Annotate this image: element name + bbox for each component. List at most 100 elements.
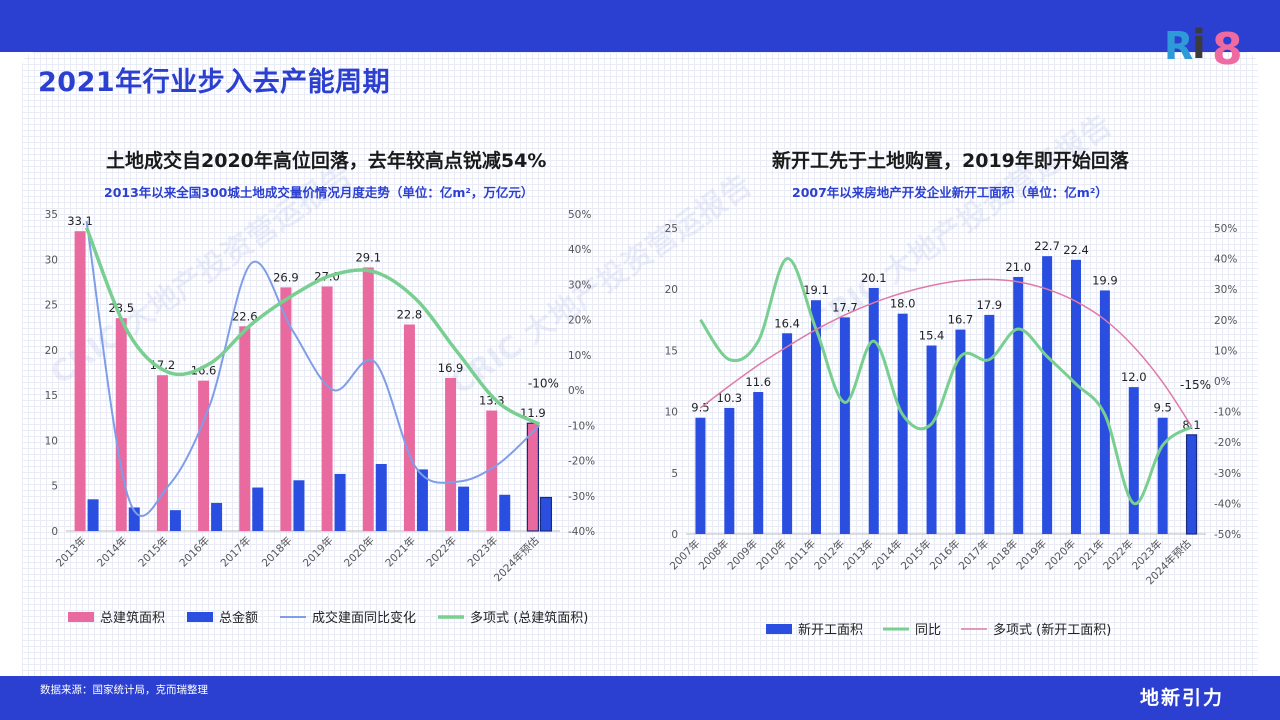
data-label: 17.2 bbox=[150, 358, 176, 372]
bar-总建筑面积 bbox=[403, 324, 415, 531]
y-right-tick-label: 20% bbox=[1214, 315, 1237, 327]
bar-总建筑面积 bbox=[362, 267, 374, 531]
y-right-tick-label: 50% bbox=[1214, 223, 1237, 235]
bar-总建筑面积 bbox=[526, 422, 540, 532]
data-label: 9.5 bbox=[1154, 401, 1172, 415]
data-label: 18.0 bbox=[890, 297, 916, 311]
series-多项式 (总建筑面积) bbox=[84, 226, 541, 426]
bar-总金额 bbox=[539, 496, 553, 532]
legend-swatch bbox=[187, 612, 213, 622]
x-tick-label: 2014年 bbox=[94, 534, 130, 570]
legend-swatch bbox=[68, 612, 94, 622]
y-right-tick-label: 40% bbox=[568, 244, 591, 256]
legend-label: 新开工面积 bbox=[798, 622, 863, 638]
bar-新开工面积 bbox=[724, 407, 735, 534]
y-right-tick-label: -30% bbox=[1214, 468, 1241, 480]
bar-总金额 bbox=[252, 487, 264, 531]
y-right-tick-label: 50% bbox=[568, 209, 591, 221]
y-right-tick-label: -10% bbox=[568, 420, 595, 432]
chart-1: 0 5 10 15 20 25 30 35 -40% -30% -20% -10% 0% 10% 20% 30… bbox=[45, 209, 596, 626]
line-annotation: -15% bbox=[1180, 378, 1211, 392]
x-tick-label: 2020年 bbox=[341, 534, 377, 570]
bar-总建筑面积 bbox=[321, 286, 333, 531]
y-right-tick-label: -30% bbox=[568, 491, 595, 503]
y-left-tick-label: 0 bbox=[51, 526, 58, 538]
bottom-band bbox=[0, 676, 1280, 720]
bar-总金额 bbox=[169, 510, 181, 531]
bar-新开工面积 bbox=[1128, 387, 1139, 534]
bar-新开工面积 bbox=[1071, 259, 1081, 534]
bar-总金额 bbox=[211, 502, 223, 531]
y-left-tick-label: 15 bbox=[45, 390, 58, 402]
x-tick-label: 2013年 bbox=[53, 534, 89, 570]
chart-2-subtitle: 2007年以来房地产开发企业新开工面积（单位：亿m²） bbox=[792, 185, 1108, 200]
bar-总建筑面积 bbox=[156, 375, 168, 531]
bar-新开工面积 bbox=[1042, 256, 1053, 534]
bar-总建筑面积 bbox=[74, 231, 86, 532]
series-成交建面同比变化 bbox=[85, 220, 541, 517]
legend-label: 总建筑面积 bbox=[100, 610, 165, 626]
data-label: 29.1 bbox=[355, 250, 381, 264]
x-tick-label: 2012年 bbox=[811, 537, 847, 573]
x-tick-label: 2013年 bbox=[840, 537, 876, 573]
bar-新开工面积 bbox=[897, 313, 908, 534]
data-label: 16.7 bbox=[948, 313, 974, 327]
y-right-tick-label: 10% bbox=[568, 350, 591, 362]
data-label: 11.6 bbox=[745, 375, 771, 389]
y-right-tick-label: -40% bbox=[1214, 498, 1241, 510]
x-tick-label: 2015年 bbox=[136, 534, 172, 570]
bar-总建筑面积 bbox=[445, 377, 457, 531]
data-label: 33.1 bbox=[67, 214, 93, 228]
legend-label: 成交建面同比变化 bbox=[312, 610, 416, 626]
legend-label: 多项式 (总建筑面积) bbox=[470, 610, 588, 626]
bar-总建筑面积 bbox=[198, 380, 210, 531]
y-right-tick-label: 10% bbox=[1214, 345, 1237, 357]
data-label: 20.1 bbox=[861, 271, 887, 285]
bar-总金额 bbox=[416, 469, 428, 531]
brand-mark: 地新引力 bbox=[1140, 687, 1225, 709]
data-label: 22.4 bbox=[1063, 243, 1089, 257]
bar-新开工面积 bbox=[984, 314, 995, 534]
y-right-tick-label: 0% bbox=[1214, 376, 1231, 388]
data-source: 数据来源：国家统计局，克而瑞整理 bbox=[40, 684, 208, 696]
x-tick-label: 2023年 bbox=[465, 534, 501, 570]
y-right-tick-label: 40% bbox=[1214, 254, 1237, 266]
data-label: 10.3 bbox=[717, 391, 743, 405]
bar-总建筑面积 bbox=[280, 287, 292, 531]
bar-新开工面积 bbox=[1157, 417, 1168, 534]
data-label: 19.9 bbox=[1092, 273, 1118, 287]
x-tick-label: 2015年 bbox=[898, 537, 934, 573]
bar-总金额 bbox=[334, 473, 346, 531]
x-tick-label: 2016年 bbox=[177, 534, 213, 570]
y-left-tick-label: 5 bbox=[671, 468, 678, 480]
x-tick-label: 2019年 bbox=[1014, 537, 1050, 573]
x-tick-label: 2017年 bbox=[956, 537, 992, 573]
logo: R i 8 bbox=[1162, 14, 1254, 78]
y-left-tick-label: 5 bbox=[51, 481, 58, 493]
bar-新开工面积 bbox=[839, 317, 850, 534]
data-label: 16.4 bbox=[774, 316, 800, 330]
bar-总金额 bbox=[375, 463, 387, 531]
bar-新开工面积 bbox=[695, 417, 706, 534]
y-right-tick-label: -20% bbox=[568, 456, 595, 468]
y-right-tick-label: 30% bbox=[568, 279, 591, 291]
chart-1-title: 土地成交自2020年高位回落，去年较高点锐减54% bbox=[106, 150, 547, 172]
bar-总金额 bbox=[458, 486, 470, 531]
y-left-tick-label: 20 bbox=[665, 284, 678, 296]
chart-2: 0 5 10 15 20 25 -50% -40% -30% -20% -10% 0% 10% 20% 30… bbox=[665, 223, 1242, 638]
chart-1-subtitle: 2013年以来全国300城土地成交量价情况月度走势（单位：亿m²，万亿元） bbox=[104, 185, 534, 200]
x-tick-label: 2020年 bbox=[1043, 537, 1079, 573]
bar-总金额 bbox=[128, 507, 140, 531]
y-right-tick-label: 0% bbox=[568, 385, 585, 397]
bar-新开工面积 bbox=[753, 392, 764, 534]
y-left-tick-label: 35 bbox=[45, 209, 58, 221]
y-left-tick-label: 10 bbox=[665, 407, 678, 419]
y-left-tick-label: 25 bbox=[45, 300, 58, 312]
bar-新开工面积 bbox=[868, 287, 879, 534]
y-left-tick-label: 10 bbox=[45, 435, 58, 447]
legend-label: 多项式 (新开工面积) bbox=[993, 622, 1111, 638]
x-tick-label: 2014年 bbox=[869, 537, 905, 573]
series-同比 bbox=[699, 257, 1193, 505]
y-right-tick-label: -40% bbox=[568, 526, 595, 538]
bar-总建筑面积 bbox=[115, 318, 127, 531]
